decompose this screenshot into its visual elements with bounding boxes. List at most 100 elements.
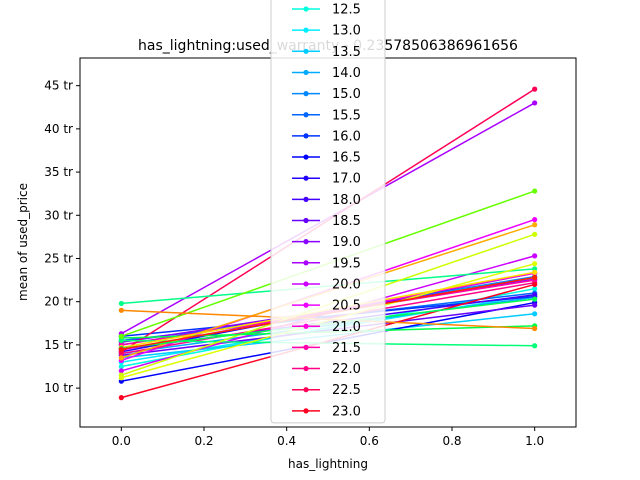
legend-item: 20.0 [292, 277, 361, 292]
x-tick-label: 0.4 [277, 434, 296, 448]
series-point [118, 337, 124, 344]
legend-label: 13.5 [332, 45, 361, 60]
series-point [532, 253, 538, 259]
series-point [118, 300, 124, 307]
legend-item: 16.0 [292, 129, 361, 144]
y-tick-label: 35 tr [44, 165, 73, 179]
legend-label: 22.0 [332, 362, 361, 377]
legend-label: 13.0 [332, 24, 361, 39]
series-point [118, 363, 124, 370]
legend-label: 19.0 [332, 235, 361, 250]
legend-label: 23.0 [332, 404, 361, 419]
legend-item: 21.5 [292, 341, 361, 356]
series-point [532, 296, 538, 302]
legend-label: 18.5 [332, 214, 361, 229]
legend-label: 16.0 [332, 129, 361, 144]
legend-label: 15.0 [332, 87, 361, 102]
series-point [118, 368, 124, 374]
legend-marker [303, 260, 309, 266]
series-point [532, 343, 538, 349]
legend-marker [303, 217, 309, 224]
series-point [532, 188, 538, 194]
legend-label: 20.5 [332, 299, 361, 314]
series-point [532, 302, 538, 308]
legend-item: 18.0 [292, 193, 361, 208]
legend-item: 14.0 [292, 66, 361, 81]
y-tick-label: 15 tr [44, 338, 73, 352]
legend-label: 22.5 [332, 383, 361, 398]
legend-marker [303, 48, 309, 54]
legend-item: 13.5 [292, 45, 361, 60]
y-axis-ticks: 10 tr 15 tr 20 tr 25 tr 30 tr 35 tr 40 tr 45 tr [44, 79, 80, 395]
y-tick-label: 30 tr [44, 208, 73, 222]
legend-marker [303, 154, 309, 160]
series-point [118, 355, 124, 361]
series-point [118, 375, 124, 381]
legend: 12.5 13.0 13.5 14.0 15.0 15.5 16.0 16.5 17.0 18.0… [270, 0, 386, 424]
legend-label: 21.0 [332, 320, 361, 335]
series-point [532, 261, 538, 267]
series-point [118, 307, 124, 313]
legend-marker [303, 323, 309, 329]
y-tick-label: 10 tr [44, 381, 73, 395]
series-point [118, 395, 124, 401]
x-tick-label: 1.0 [525, 434, 544, 448]
legend-label: 12.5 [332, 3, 361, 18]
series-point [532, 286, 538, 292]
legend-label: 17.0 [332, 172, 361, 187]
y-axis-label: mean of used_price [16, 183, 30, 301]
x-tick-label: 0.8 [442, 434, 461, 448]
legend-item: 19.5 [292, 256, 361, 271]
legend-marker [303, 6, 309, 12]
x-axis-label: has_lightning [288, 457, 368, 471]
legend-marker [303, 365, 309, 372]
series-point [532, 86, 538, 92]
legend-marker [303, 196, 309, 202]
legend-marker [303, 112, 309, 118]
legend-item: 19.0 [292, 235, 361, 250]
legend-marker [303, 387, 309, 393]
legend-item: 17.0 [292, 172, 361, 187]
legend-marker [303, 239, 309, 245]
y-tick-label: 40 tr [44, 122, 73, 136]
series-point [118, 346, 124, 352]
y-tick-label: 20 tr [44, 295, 73, 309]
legend-box [270, 0, 386, 424]
y-tick-label: 45 tr [44, 79, 73, 93]
series-point [532, 311, 538, 317]
series-point [118, 333, 124, 339]
series-point [532, 281, 538, 288]
legend-marker [303, 27, 309, 33]
x-tick-label: 0.6 [360, 434, 379, 448]
legend-label: 14.0 [332, 66, 361, 81]
legend-marker [303, 281, 309, 287]
series-point [532, 292, 538, 298]
legend-marker [303, 133, 309, 139]
series-point [532, 100, 538, 106]
legend-item: 23.0 [292, 404, 361, 419]
legend-marker [303, 302, 309, 308]
legend-marker [303, 344, 309, 350]
legend-label: 21.5 [332, 341, 361, 356]
legend-item: 15.0 [292, 87, 361, 102]
legend-label: 20.0 [332, 277, 361, 292]
series-point [532, 325, 538, 332]
series-point [532, 216, 538, 223]
legend-item: 21.0 [292, 320, 361, 335]
series-point [532, 274, 538, 281]
x-tick-label: 0.0 [112, 434, 131, 448]
legend-item: 22.5 [292, 383, 361, 398]
legend-item: 22.0 [292, 362, 361, 377]
legend-marker [303, 408, 309, 414]
legend-marker [303, 175, 309, 181]
legend-label: 16.5 [332, 151, 361, 166]
legend-item: 13.0 [292, 24, 361, 39]
legend-item: 20.5 [292, 299, 361, 314]
legend-item: 18.5 [292, 214, 361, 229]
legend-item: 15.5 [292, 108, 361, 123]
x-tick-label: 0.2 [194, 434, 213, 448]
legend-marker [303, 69, 309, 76]
legend-item: 16.5 [292, 151, 361, 166]
legend-label: 15.5 [332, 108, 361, 123]
